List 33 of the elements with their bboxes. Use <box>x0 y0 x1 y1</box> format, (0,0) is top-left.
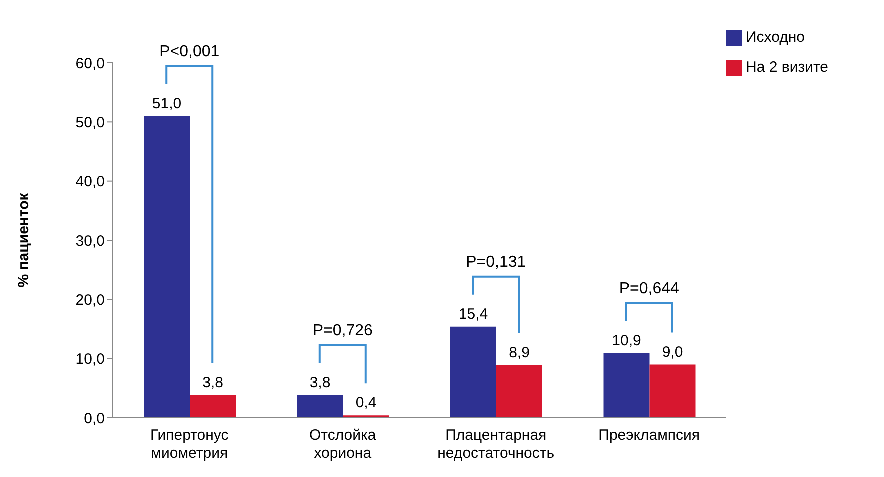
data-label: 10,9 <box>612 332 642 350</box>
data-label: 51,0 <box>152 95 182 112</box>
data-label: 3,8 <box>202 374 224 392</box>
bar <box>604 354 650 418</box>
bar <box>650 364 696 418</box>
annotation: P=0,726 <box>312 322 373 340</box>
bar <box>496 365 542 418</box>
bar <box>144 116 190 418</box>
bar <box>190 396 236 418</box>
y-tick-label: 50,0 <box>76 114 105 132</box>
text: P<0,001 <box>160 43 220 60</box>
data-label: 8,9 <box>509 344 530 362</box>
annotation: P=0,644 <box>619 280 680 298</box>
data-label: 9,0 <box>662 344 684 361</box>
y-axis-title: % пациенток <box>15 192 32 288</box>
y-tick-label: 40,0 <box>76 174 105 191</box>
legend-label: На 2 визите <box>746 59 828 76</box>
legend-label: Исходно <box>746 29 806 46</box>
annotation: P=0,131 <box>466 254 526 271</box>
y-tick-label: 20,0 <box>76 292 105 309</box>
y-tick-label: 30,0 <box>76 232 105 250</box>
x-tick-label: Отслойка хориона <box>310 427 377 462</box>
x-tick-label: Плацентарная недостаточность <box>438 427 555 462</box>
data-label: 0,4 <box>356 394 377 412</box>
bar <box>450 326 496 418</box>
x-tick-label: Преэклампсия <box>598 427 700 444</box>
y-tick-label: 10,0 <box>76 351 105 368</box>
bar <box>297 396 344 418</box>
y-tick-label: 0,0 <box>84 410 105 428</box>
data-label: 15,4 <box>458 306 488 323</box>
y-tick-label: 60,0 <box>76 55 105 72</box>
data-label: 3,8 <box>310 374 331 392</box>
x-tick-label: Гипертонус миометрия <box>150 427 230 462</box>
